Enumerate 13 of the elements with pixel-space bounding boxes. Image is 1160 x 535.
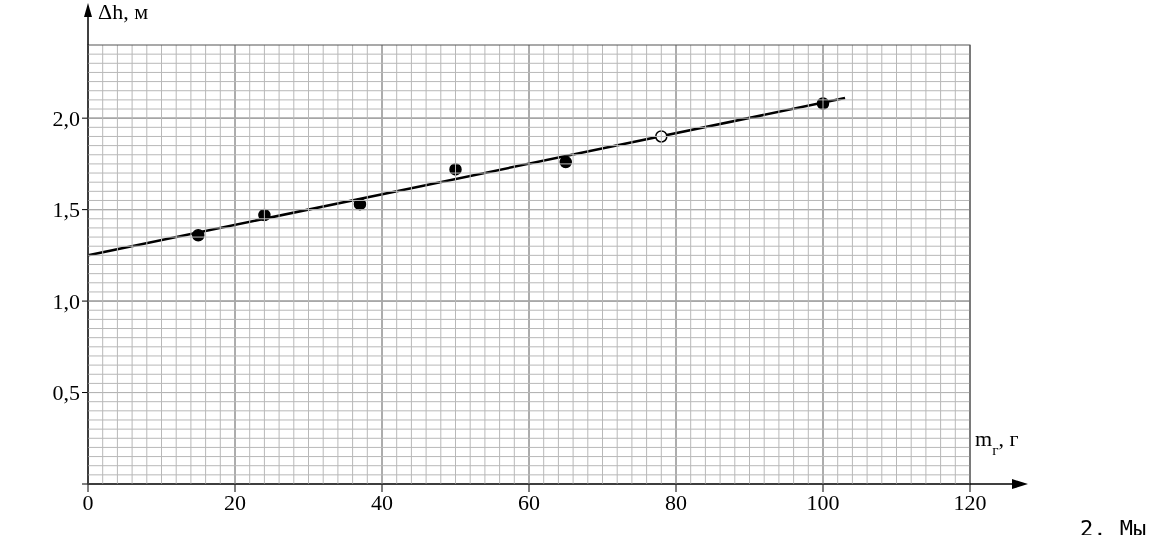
x-tick-label: 40 [371, 489, 393, 515]
x-tick-label: 80 [665, 489, 687, 515]
x-tick-label: 100 [806, 489, 840, 515]
y-tick-label: 1,0 [52, 288, 80, 314]
x-tick-label: 20 [224, 489, 246, 515]
y-tick-label: 1,5 [52, 197, 80, 223]
y-axis-title: Δh, м [98, 0, 149, 24]
y-tick-label: 2,0 [52, 105, 80, 131]
y-tick-label: 0,5 [52, 380, 80, 406]
x-tick-label: 60 [518, 489, 540, 515]
x-axis-title: m$_{г}$, г [975, 426, 1019, 458]
x-tick-label: 120 [953, 489, 987, 515]
x-tick-label: 0 [82, 489, 94, 515]
